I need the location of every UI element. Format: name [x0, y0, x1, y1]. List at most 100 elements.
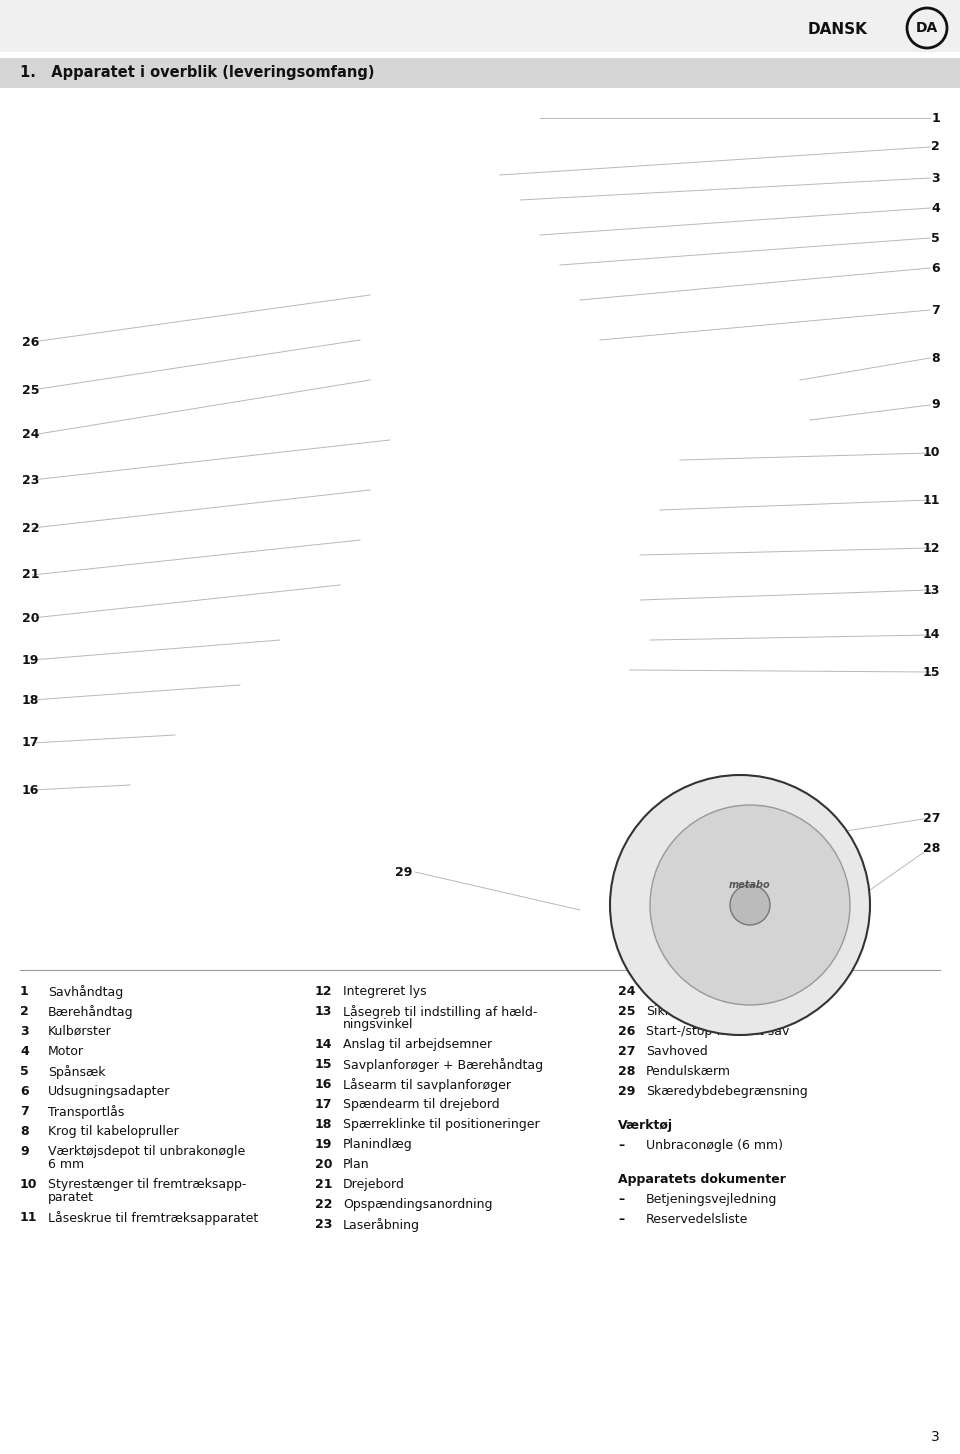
Text: 12: 12 [923, 541, 940, 554]
Text: 3: 3 [931, 1429, 940, 1444]
Text: Spærreklinke til positioneringer: Spærreklinke til positioneringer [343, 1118, 540, 1131]
Text: 10: 10 [20, 1178, 37, 1191]
Text: 26: 26 [22, 336, 39, 349]
Text: 18: 18 [315, 1118, 332, 1131]
Text: Spændearm til drejebord: Spændearm til drejebord [343, 1098, 499, 1111]
Text: 14: 14 [923, 628, 940, 641]
Text: Betjeningsvejledning: Betjeningsvejledning [646, 1192, 778, 1205]
Text: 19: 19 [315, 1138, 332, 1152]
Text: 24: 24 [618, 984, 636, 997]
Text: 13: 13 [315, 1005, 332, 1018]
Text: DA: DA [916, 20, 938, 35]
FancyBboxPatch shape [0, 58, 960, 89]
Text: 24: 24 [22, 429, 39, 442]
Text: 6: 6 [931, 262, 940, 275]
Text: Sikkerhedsspærring: Sikkerhedsspærring [646, 1005, 770, 1018]
Text: Skæredybdebegrænsning: Skæredybdebegrænsning [646, 1085, 807, 1098]
Text: Drejebord: Drejebord [343, 1178, 405, 1191]
Text: 5: 5 [931, 231, 940, 244]
Text: 1.   Apparatet i overblik (leveringsomfang): 1. Apparatet i overblik (leveringsomfang… [20, 65, 374, 80]
Text: 13: 13 [923, 583, 940, 596]
Text: 22: 22 [22, 522, 39, 535]
Text: 14: 14 [315, 1038, 332, 1051]
Text: 26: 26 [618, 1025, 636, 1038]
Text: 1: 1 [20, 984, 29, 997]
Text: 17: 17 [315, 1098, 332, 1111]
Text: Unbraconøgle (6 mm): Unbraconøgle (6 mm) [646, 1138, 783, 1152]
Text: 2: 2 [20, 1005, 29, 1018]
Text: Planindlæg: Planindlæg [343, 1138, 413, 1152]
Text: 23: 23 [315, 1218, 332, 1232]
Text: 1: 1 [931, 112, 940, 125]
Text: 25: 25 [618, 1005, 636, 1018]
Text: 9: 9 [20, 1144, 29, 1157]
Text: Savhoved: Savhoved [646, 1045, 708, 1059]
Text: 7: 7 [20, 1105, 29, 1118]
Text: –: – [618, 1213, 624, 1226]
Text: Start-/stop-kontakt sav: Start-/stop-kontakt sav [646, 1025, 789, 1038]
Text: Værktøj: Værktøj [618, 1120, 673, 1133]
Text: Låsearm til savplanforøger: Låsearm til savplanforøger [343, 1077, 511, 1092]
Text: Savklingelås: Savklingelås [646, 984, 725, 999]
Text: Transportlås: Transportlås [48, 1105, 125, 1120]
Text: Bærehåndtag: Bærehåndtag [48, 1005, 133, 1019]
Text: Reservedelsliste: Reservedelsliste [646, 1213, 749, 1226]
Text: Integreret lys: Integreret lys [343, 984, 426, 997]
Text: 22: 22 [315, 1198, 332, 1211]
Text: 27: 27 [618, 1045, 636, 1059]
Text: –: – [618, 1192, 624, 1205]
Text: Pendulskærm: Pendulskærm [646, 1064, 731, 1077]
Circle shape [730, 885, 770, 925]
FancyBboxPatch shape [0, 0, 960, 52]
Text: Apparatets dokumenter: Apparatets dokumenter [618, 1173, 786, 1186]
Text: 2: 2 [931, 141, 940, 154]
Text: Udsugningsadapter: Udsugningsadapter [48, 1085, 170, 1098]
Text: Anslag til arbejdsemner: Anslag til arbejdsemner [343, 1038, 492, 1051]
Text: Låsegreb til indstilling af hæld-: Låsegreb til indstilling af hæld- [343, 1005, 538, 1019]
Text: metabo: metabo [730, 880, 771, 890]
Text: Savplanforøger + Bærehåndtag: Savplanforøger + Bærehåndtag [343, 1059, 543, 1072]
Text: DANSK: DANSK [808, 22, 868, 38]
Text: 21: 21 [315, 1178, 332, 1191]
Text: 19: 19 [22, 653, 39, 666]
Text: Opspændingsanordning: Opspændingsanordning [343, 1198, 492, 1211]
Text: 7: 7 [931, 304, 940, 317]
Text: 3: 3 [931, 172, 940, 185]
Text: Styrestænger til fremtræksapp-: Styrestænger til fremtræksapp- [48, 1178, 247, 1191]
Text: 11: 11 [20, 1211, 37, 1224]
Text: 15: 15 [315, 1059, 332, 1072]
Text: ningsvinkel: ningsvinkel [343, 1018, 414, 1031]
Text: –: – [618, 1138, 624, 1152]
Text: 21: 21 [22, 569, 39, 582]
Text: 6: 6 [20, 1085, 29, 1098]
Text: 29: 29 [395, 865, 413, 878]
Text: 25: 25 [22, 384, 39, 397]
Text: 9: 9 [931, 398, 940, 411]
Text: Krog til kabelopruller: Krog til kabelopruller [48, 1125, 179, 1138]
Text: 20: 20 [315, 1157, 332, 1170]
Text: Laseråbning: Laseråbning [343, 1218, 420, 1232]
Text: 6 mm: 6 mm [48, 1157, 84, 1170]
Text: 27: 27 [923, 811, 940, 824]
Text: 8: 8 [931, 352, 940, 365]
Text: 5: 5 [20, 1064, 29, 1077]
Text: 3: 3 [20, 1025, 29, 1038]
Text: 12: 12 [315, 984, 332, 997]
Text: 10: 10 [923, 446, 940, 459]
Text: 11: 11 [923, 493, 940, 506]
Text: 20: 20 [22, 612, 39, 625]
Text: paratet: paratet [48, 1191, 94, 1204]
Text: 29: 29 [618, 1085, 636, 1098]
Text: 16: 16 [22, 784, 39, 797]
Text: Værktøjsdepot til unbrakonøgle: Værktøjsdepot til unbrakonøgle [48, 1144, 245, 1157]
Text: Plan: Plan [343, 1157, 370, 1170]
Text: 15: 15 [923, 666, 940, 679]
Text: 28: 28 [923, 842, 940, 855]
Text: Kulbørster: Kulbørster [48, 1025, 111, 1038]
Text: 28: 28 [618, 1064, 636, 1077]
Text: 23: 23 [22, 474, 39, 487]
Text: Låseskrue til fremtræksapparatet: Låseskrue til fremtræksapparatet [48, 1211, 258, 1224]
Text: Spånsæk: Spånsæk [48, 1064, 106, 1079]
Text: 17: 17 [22, 737, 39, 749]
Text: Savhåndtag: Savhåndtag [48, 984, 123, 999]
